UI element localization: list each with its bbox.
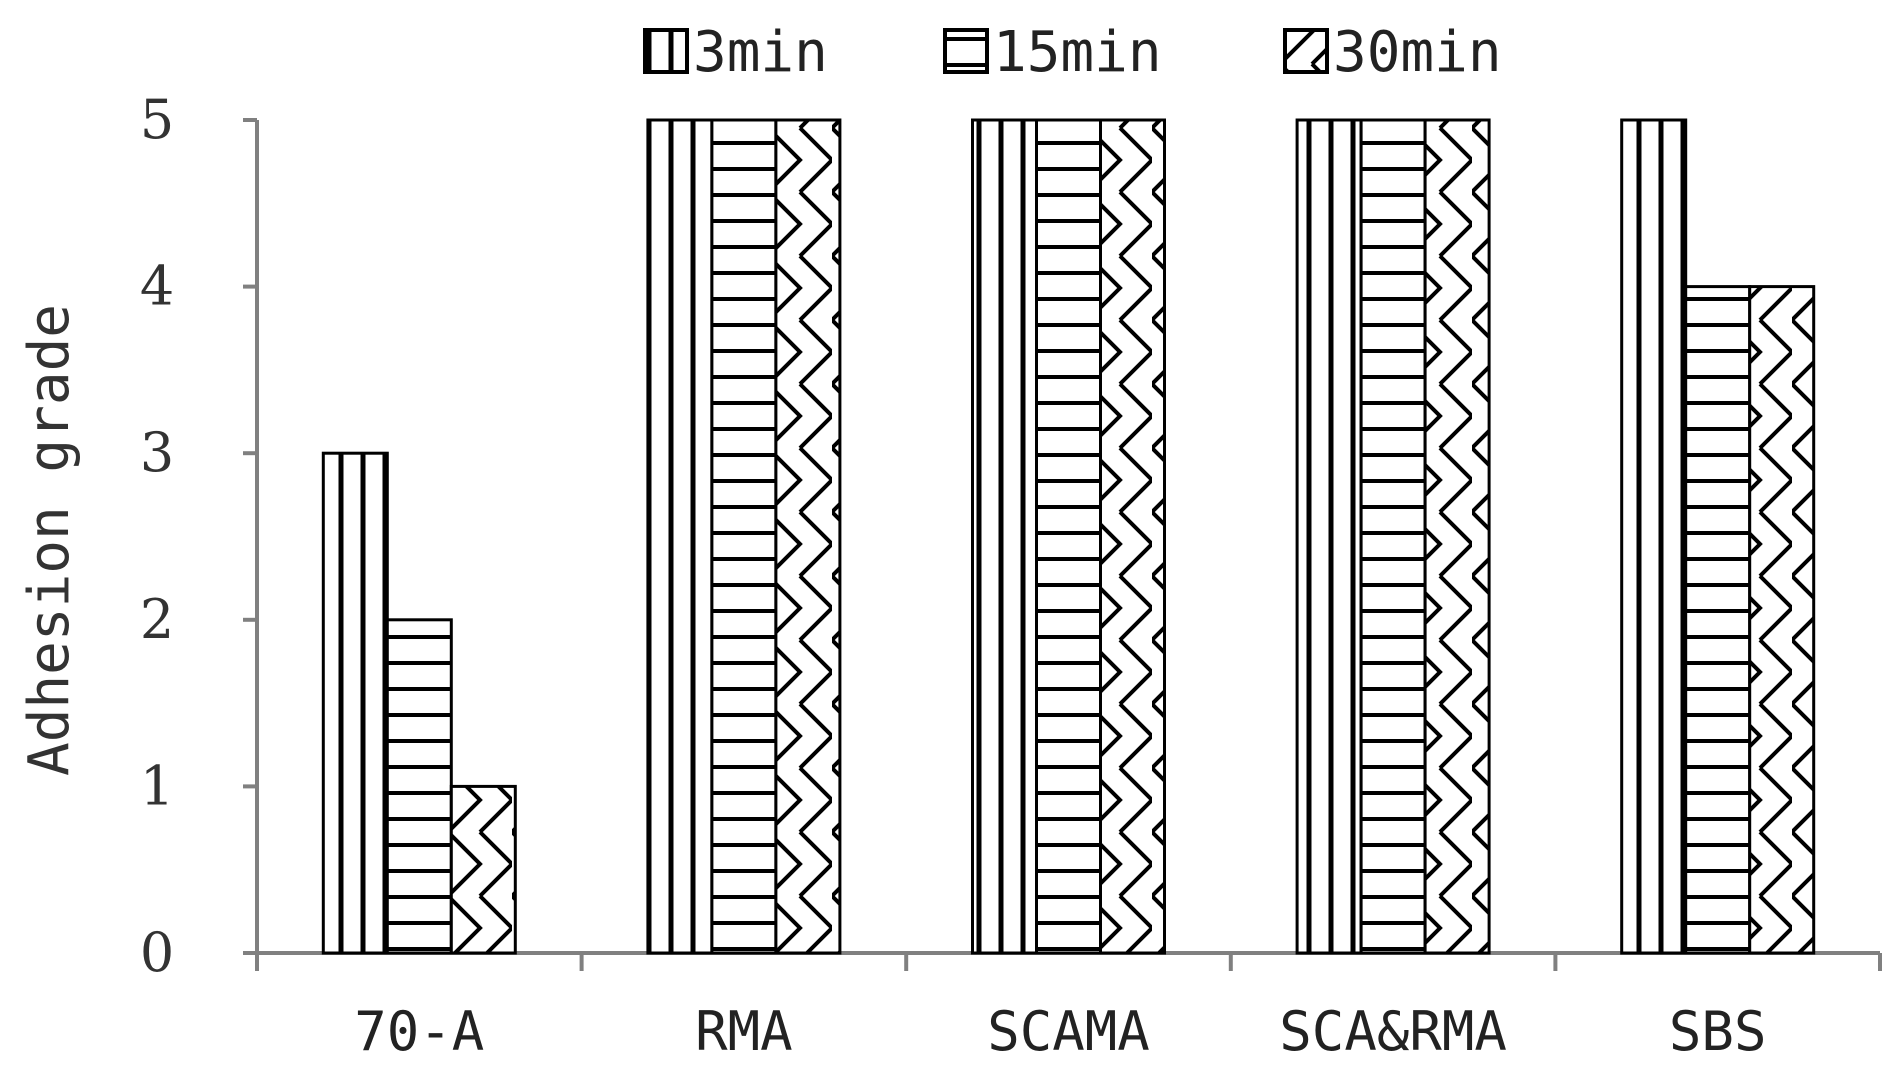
bar-30min-SCA&RMA [1423,118,1491,955]
legend: 3min 15min 30min [643,20,1502,85]
legend-label-3min: 3min [693,20,828,85]
x-tick-label: SCA&RMA [1279,1000,1507,1063]
bar-15min-SCA&RMA [1359,118,1427,955]
bar-15min-RMA [710,118,778,955]
x-tick-label: SCAMA [987,1000,1150,1063]
y-tick-label: 2 [140,588,174,651]
y-tick-label: 5 [140,88,174,151]
y-tick-label: 0 [140,921,174,984]
legend-swatch-30min [1283,28,1329,74]
bar-15min-70-A [385,618,453,955]
x-tick-label: RMA [695,1000,793,1063]
y-tick-label: 1 [140,754,174,817]
bar-3min-SCAMA [971,118,1038,955]
bar-30min-70-A [449,784,517,955]
bar-3min-SCA&RMA [1295,118,1363,955]
bar-15min-SCAMA [1035,118,1102,955]
x-tick-labels: 70-A RMA SCAMA SCA&RMA SBS [354,1000,1766,1063]
bar-30min-SCAMA [1099,118,1166,955]
bar-30min-RMA [774,118,842,955]
bars [321,118,1816,955]
y-tick-labels: 0 1 2 3 4 5 [140,88,174,984]
y-tick-label: 3 [140,421,174,484]
bar-3min-70-A [321,451,389,955]
bar-3min-SBS [1620,118,1688,955]
bar-3min-RMA [646,118,714,955]
legend-swatch-15min [943,28,989,74]
legend-label-15min: 15min [993,20,1162,85]
axes [243,118,1882,971]
y-axis-title: Adhesion grade [17,304,82,776]
legend-swatch-3min [643,28,689,74]
x-tick-label: 70-A [354,1000,484,1063]
bar-30min-SBS [1748,285,1816,955]
y-tick-label: 4 [140,255,174,318]
legend-label-30min: 30min [1333,20,1502,85]
bar-15min-SBS [1684,285,1752,955]
x-tick-label: SBS [1669,1000,1767,1063]
